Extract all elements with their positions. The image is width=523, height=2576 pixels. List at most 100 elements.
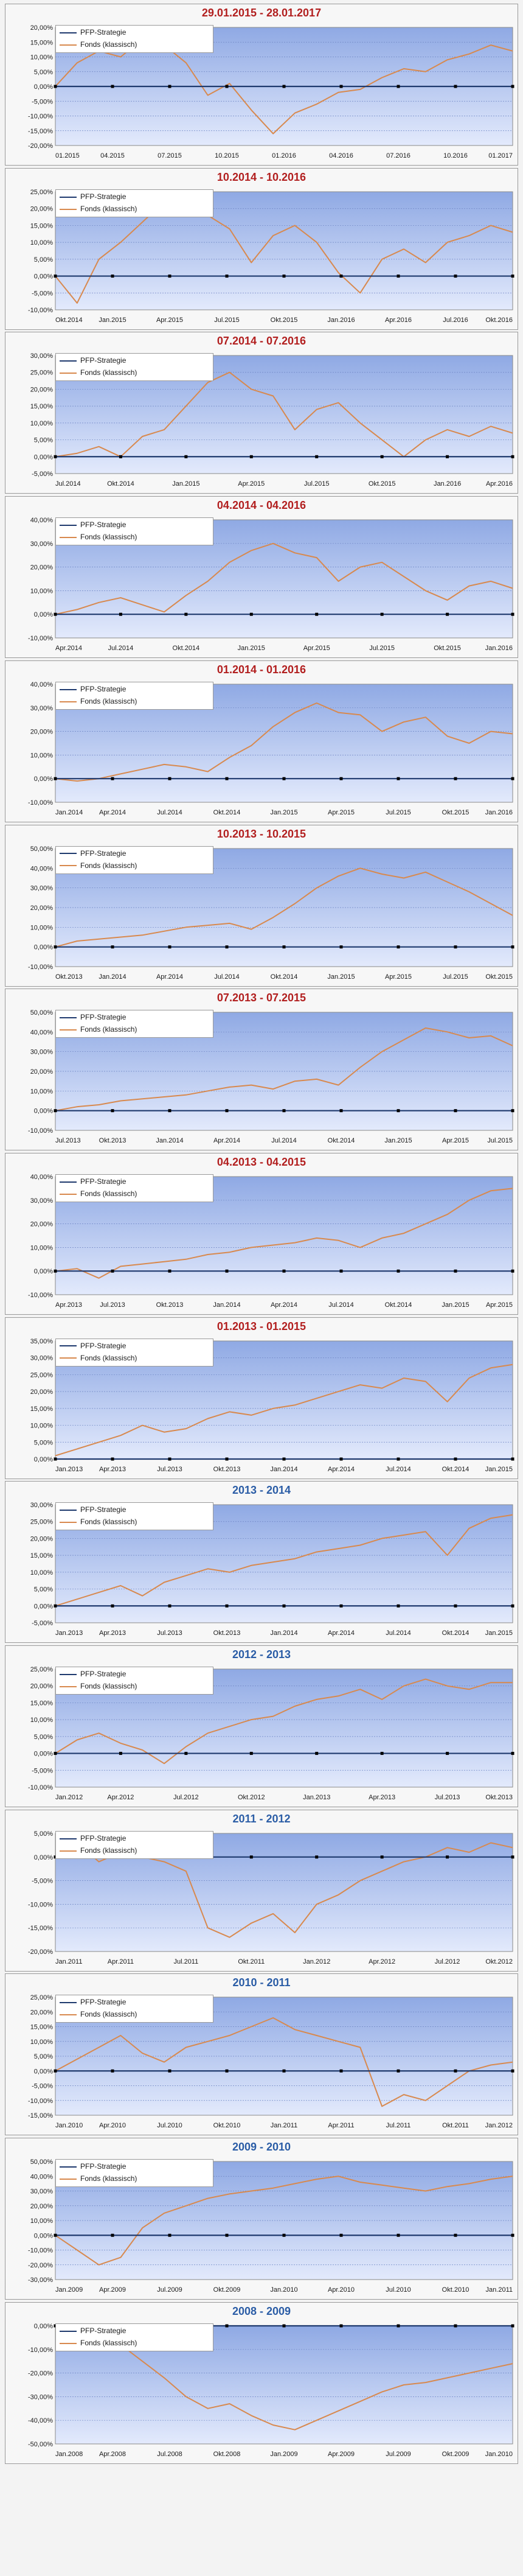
y-tick-label: 25,00% bbox=[30, 189, 54, 196]
strategy-marker bbox=[168, 1269, 171, 1273]
legend-item-strategy: PFP-Strategie bbox=[60, 191, 126, 202]
strategy-marker bbox=[54, 1269, 57, 1273]
legend: PFP-Strategie Fonds (klassisch) bbox=[55, 1995, 213, 2023]
x-tick-label: Jul.2016 bbox=[443, 317, 468, 324]
x-tick-label: Jul.2010 bbox=[386, 2286, 411, 2294]
y-tick-label: 20,00% bbox=[30, 1068, 54, 1076]
strategy-marker bbox=[225, 2233, 229, 2237]
strategy-marker bbox=[282, 1109, 286, 1113]
series-line-fund bbox=[55, 867, 513, 948]
strategy-marker bbox=[397, 274, 400, 278]
y-tick-label: 0,00% bbox=[34, 2323, 53, 2330]
legend-swatch bbox=[60, 1838, 77, 1839]
strategy-marker bbox=[511, 1457, 514, 1461]
y-tick-label: 25,00% bbox=[30, 1666, 54, 1673]
x-tick-label: Jul.2015 bbox=[443, 973, 468, 981]
y-tick-label: -10,00% bbox=[28, 113, 53, 121]
legend-label: Fonds (klassisch) bbox=[80, 533, 137, 542]
x-tick-label: Apr.2013 bbox=[99, 1629, 126, 1637]
legend-swatch bbox=[60, 2330, 77, 2332]
y-tick-label: -20,00% bbox=[28, 1948, 53, 1956]
y-tick-label: 40,00% bbox=[30, 1174, 54, 1181]
series-line-fund bbox=[55, 2329, 513, 2431]
chart-panel: 29.01.2015 - 28.01.2017 20,00% 15,00% 10,00… bbox=[5, 4, 518, 166]
strategy-marker bbox=[380, 612, 384, 616]
y-tick-label: 25,00% bbox=[30, 1371, 54, 1379]
strategy-marker bbox=[225, 274, 229, 278]
y-tick-label: 30,00% bbox=[30, 1354, 54, 1362]
x-tick-label: Apr.2010 bbox=[99, 2122, 126, 2129]
x-tick-label: 10.2016 bbox=[443, 152, 468, 159]
y-tick-label: 15,00% bbox=[30, 1699, 54, 1707]
y-tick-label: -5,00% bbox=[32, 98, 53, 105]
x-tick-label: Jan.2012 bbox=[55, 1794, 83, 1801]
strategy-marker bbox=[111, 777, 114, 780]
strategy-marker bbox=[184, 612, 188, 616]
strategy-marker bbox=[54, 777, 57, 780]
legend-item-fund: Fonds (klassisch) bbox=[60, 1516, 137, 1527]
strategy-marker bbox=[168, 1109, 171, 1113]
legend-label: PFP-Strategie bbox=[80, 1505, 126, 1514]
x-tick-label: Jan.2014 bbox=[156, 1137, 183, 1144]
y-tick-label: -10,00% bbox=[28, 1127, 53, 1135]
strategy-marker bbox=[54, 945, 57, 948]
strategy-marker bbox=[511, 85, 514, 88]
strategy-marker bbox=[397, 1457, 400, 1461]
legend-item-strategy: PFP-Strategie bbox=[60, 519, 126, 530]
x-tick-label: 01.2016 bbox=[272, 152, 296, 159]
legend-swatch bbox=[60, 2178, 77, 2180]
x-tick-label: Okt.2014 bbox=[442, 1466, 469, 1473]
strategy-marker bbox=[282, 85, 286, 88]
x-tick-label: Apr.2015 bbox=[442, 1137, 469, 1144]
x-tick-label: Jan.2015 bbox=[384, 1137, 412, 1144]
x-tick-label: Jan.2015 bbox=[485, 1629, 513, 1637]
strategy-marker bbox=[54, 2233, 57, 2237]
strategy-marker bbox=[282, 1605, 286, 1608]
x-tick-label: Jan.2014 bbox=[99, 973, 126, 981]
x-tick-label: Jul.2015 bbox=[369, 645, 395, 652]
x-tick-label: Apr.2010 bbox=[328, 2286, 355, 2294]
strategy-marker bbox=[339, 1457, 343, 1461]
legend-item-fund: Fonds (klassisch) bbox=[60, 2173, 137, 2184]
x-tick-label: Jan.2013 bbox=[303, 1794, 330, 1801]
strategy-marker bbox=[111, 2070, 114, 2073]
strategy-marker bbox=[168, 2070, 171, 2073]
y-tick-label: 40,00% bbox=[30, 681, 54, 688]
y-tick-label: 20,00% bbox=[30, 905, 54, 912]
y-tick-label: 20,00% bbox=[30, 728, 54, 735]
series-line-fund bbox=[55, 1678, 513, 1765]
x-tick-label: Apr.2012 bbox=[369, 1958, 395, 1965]
x-tick-label: Jan.2010 bbox=[270, 2286, 297, 2294]
y-tick-label: 0,00% bbox=[34, 273, 53, 280]
y-tick-label: 20,00% bbox=[30, 2009, 54, 2017]
strategy-marker bbox=[454, 1269, 457, 1273]
strategy-marker bbox=[397, 1605, 400, 1608]
chart-title: 10.2013 - 10.2015 bbox=[216, 827, 307, 840]
y-tick-label: -10,00% bbox=[28, 2098, 53, 2105]
x-tick-label: Apr.2008 bbox=[99, 2451, 126, 2458]
y-tick-label: 5,00% bbox=[34, 69, 53, 76]
y-tick-label: -10,00% bbox=[28, 307, 53, 314]
x-tick-label: Okt.2009 bbox=[213, 2286, 241, 2294]
series-line-fund bbox=[55, 372, 513, 458]
x-tick-label: Jan.2010 bbox=[485, 2451, 513, 2458]
x-tick-label: 10.2015 bbox=[215, 152, 239, 159]
x-tick-label: Okt.2010 bbox=[442, 2286, 469, 2294]
x-tick-label: Jan.2009 bbox=[55, 2286, 83, 2294]
legend-item-strategy: PFP-Strategie bbox=[60, 355, 126, 366]
strategy-marker bbox=[225, 1605, 229, 1608]
y-tick-label: -10,00% bbox=[28, 635, 53, 642]
y-tick-label: -10,00% bbox=[28, 2247, 53, 2255]
legend-item-fund: Fonds (klassisch) bbox=[60, 367, 137, 378]
strategy-marker bbox=[339, 1109, 343, 1113]
x-tick-label: Jul.2013 bbox=[157, 1629, 182, 1637]
x-tick-label: Okt.2014 bbox=[55, 317, 83, 324]
y-tick-label: 15,00% bbox=[30, 39, 54, 46]
x-tick-label: Okt.2009 bbox=[442, 2451, 469, 2458]
y-tick-label: 10,00% bbox=[30, 2217, 54, 2225]
x-tick-label: Jan.2014 bbox=[270, 1629, 297, 1637]
series-line-fund bbox=[55, 2175, 513, 2266]
x-tick-label: Jan.2016 bbox=[327, 317, 355, 324]
y-tick-label: -5,00% bbox=[32, 290, 53, 297]
legend-item-fund: Fonds (klassisch) bbox=[60, 1845, 137, 1856]
